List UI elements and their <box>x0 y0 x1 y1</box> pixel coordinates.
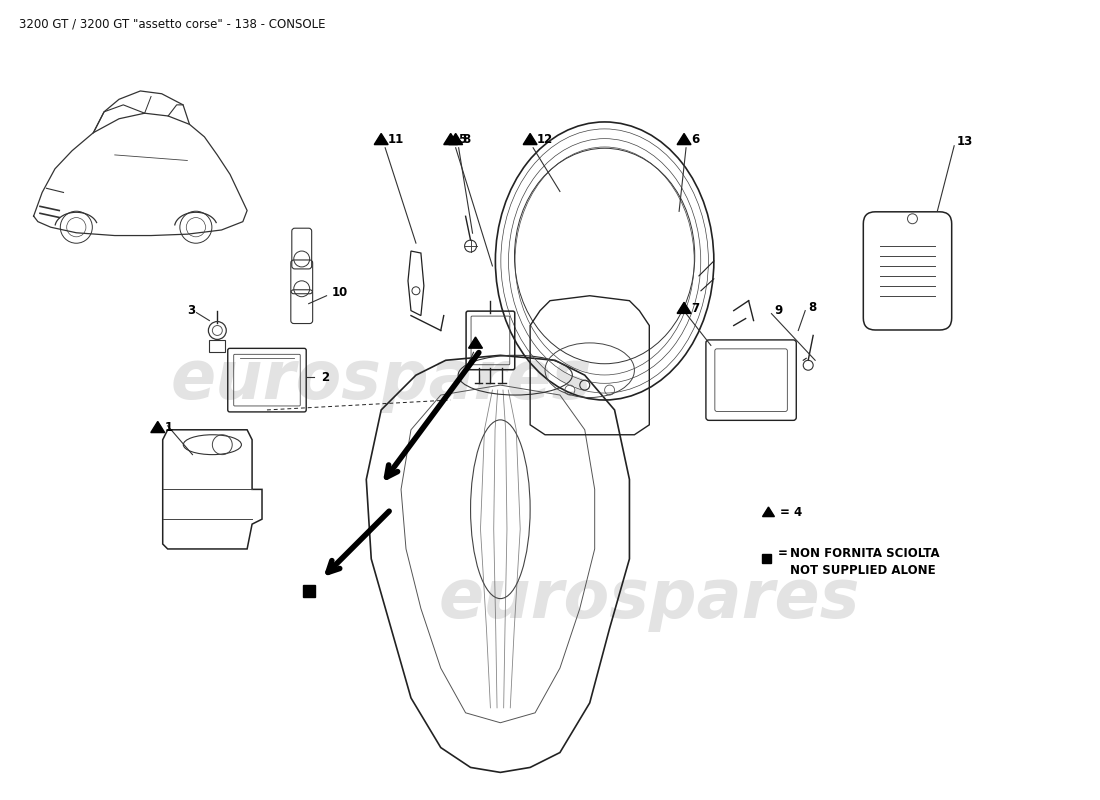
Text: = 4: = 4 <box>780 506 803 518</box>
Text: 6: 6 <box>691 134 700 146</box>
Polygon shape <box>374 134 388 145</box>
Text: eurospares: eurospares <box>439 566 860 632</box>
Polygon shape <box>151 422 165 433</box>
Text: 11: 11 <box>388 134 405 146</box>
Polygon shape <box>443 134 458 145</box>
Bar <box>762 554 771 563</box>
Polygon shape <box>678 134 691 145</box>
Text: NON FORNITA SCIOLTA: NON FORNITA SCIOLTA <box>790 547 939 561</box>
Text: 8: 8 <box>808 301 816 314</box>
Text: 3: 3 <box>187 304 196 317</box>
Bar <box>209 341 226 352</box>
Polygon shape <box>762 507 774 517</box>
Text: eurospares: eurospares <box>170 347 592 413</box>
Polygon shape <box>678 302 691 314</box>
Text: 13: 13 <box>957 135 974 148</box>
Text: NOT SUPPLIED ALONE: NOT SUPPLIED ALONE <box>790 564 936 578</box>
Text: 5: 5 <box>458 134 466 146</box>
Text: =: = <box>779 547 792 561</box>
Text: 1: 1 <box>165 422 173 434</box>
Text: 7: 7 <box>691 302 700 315</box>
Polygon shape <box>449 134 463 145</box>
Bar <box>302 585 315 597</box>
Polygon shape <box>469 337 483 348</box>
Text: 10: 10 <box>331 286 348 299</box>
Polygon shape <box>524 134 537 145</box>
Text: 3200 GT / 3200 GT "assetto corse" - 138 - CONSOLE: 3200 GT / 3200 GT "assetto corse" - 138 … <box>19 18 326 30</box>
Text: 12: 12 <box>537 134 553 146</box>
Text: 9: 9 <box>774 304 783 317</box>
Text: 2: 2 <box>321 370 330 384</box>
Text: 8: 8 <box>463 134 471 146</box>
